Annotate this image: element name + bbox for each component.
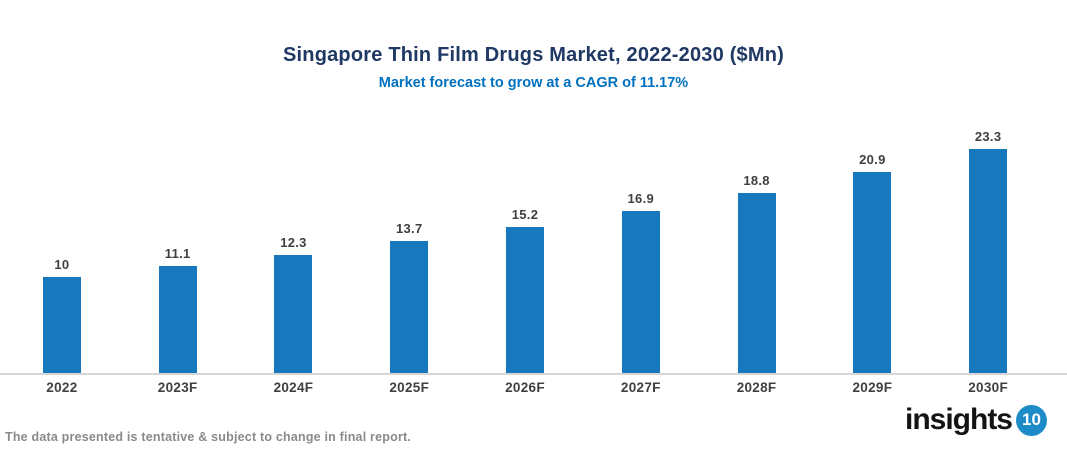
- bar-group: 12.3: [236, 235, 352, 373]
- chart-subtitle: Market forecast to grow at a CAGR of 11.…: [378, 75, 689, 91]
- bar-value-label: 18.8: [743, 173, 770, 188]
- bar: [853, 172, 892, 373]
- bar-value-label: 16.9: [627, 191, 655, 206]
- bar-value-label: 10: [54, 257, 70, 272]
- chart-header: Singapore Thin Film Drugs Market, 2022-2…: [0, 44, 1067, 91]
- x-axis-tick-label: 2030F: [968, 380, 1009, 395]
- logo-badge-10: 10: [1016, 404, 1047, 436]
- bar-value-label: 20.9: [859, 152, 886, 167]
- bar: [274, 255, 313, 373]
- bar: [969, 149, 1008, 373]
- x-axis-tick-label: 2027F: [620, 380, 661, 395]
- bar: [390, 241, 429, 373]
- bar-value-label: 15.2: [511, 207, 539, 222]
- bar-value-label: 23.3: [974, 129, 1002, 144]
- logo-wordmark: insights: [904, 403, 1013, 436]
- chart-title: Singapore Thin Film Drugs Market, 2022-2…: [282, 44, 785, 66]
- bar-value-label: 13.7: [395, 221, 423, 236]
- bar-group: 18.8: [699, 173, 815, 373]
- bar-group: 15.2: [467, 207, 583, 373]
- x-axis-line: [0, 373, 1067, 375]
- bar-group: 16.9: [583, 191, 699, 373]
- bar: [737, 193, 776, 373]
- x-axis-tick-label: 2029F: [852, 380, 893, 395]
- bar-group: 13.7: [351, 221, 467, 373]
- bars-row: 10 11.1 12.3 13.7 15.2 16.9 18.8 20.9 23.3: [4, 129, 1046, 373]
- bar-value-label: 12.3: [280, 235, 307, 250]
- x-axis-tick-label: 2028F: [736, 380, 777, 395]
- x-axis-tick-label: 2022: [46, 380, 78, 395]
- bar: [621, 211, 660, 373]
- x-axis-labels: 2022 2023F 2024F 2025F 2026F 2027F 2028F 2029F 2…: [4, 380, 1046, 395]
- insights10-logo: insights 10: [905, 403, 1047, 437]
- bar-group: 10: [4, 257, 120, 373]
- bar-group: 11.1: [120, 246, 236, 373]
- bar-value-label: 11.1: [164, 246, 191, 261]
- bar: [42, 277, 81, 373]
- x-axis-tick-label: 2024F: [273, 380, 314, 395]
- bar: [506, 227, 545, 373]
- bar: [158, 266, 197, 373]
- bar-group: 23.3: [930, 129, 1046, 373]
- bar-group: 20.9: [814, 152, 930, 373]
- x-axis-tick-label: 2026F: [505, 380, 545, 395]
- x-axis-tick-label: 2023F: [157, 380, 198, 395]
- x-axis-tick-label: 2025F: [389, 380, 430, 395]
- disclaimer-text: The data presented is tentative & subjec…: [5, 430, 412, 444]
